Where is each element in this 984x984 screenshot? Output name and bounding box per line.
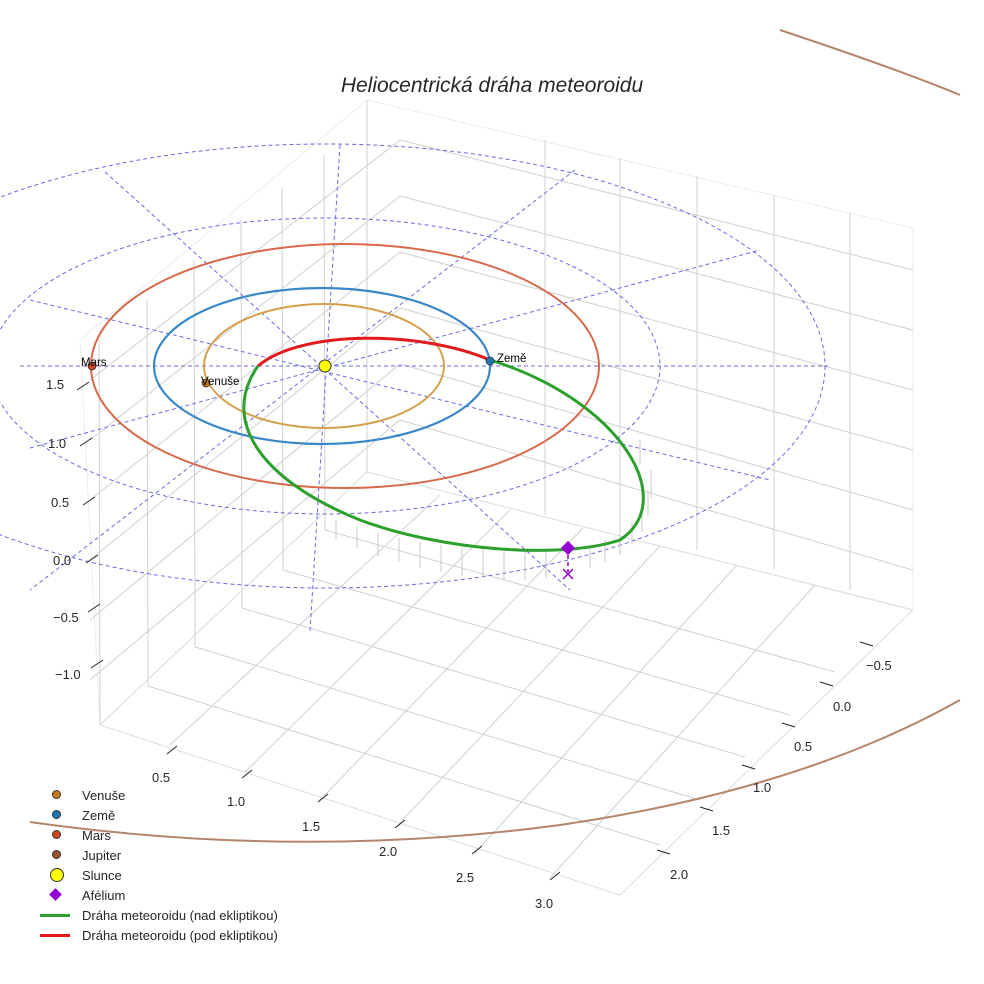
y-tick-label: 0.5	[794, 739, 812, 754]
earth-orbit	[152, 286, 492, 446]
y-tick-label: 1.0	[753, 780, 771, 795]
x-tick-label: 2.0	[379, 844, 397, 859]
legend-item-sun[interactable]: Slunce	[38, 865, 278, 885]
z-axis	[76, 381, 104, 669]
x-tick-label: 1.0	[227, 794, 245, 809]
x-tick-label: 3.0	[535, 896, 553, 911]
venus-marker[interactable]	[201, 378, 211, 388]
chart-title: Heliocentrická dráha meteoroidu	[340, 74, 644, 97]
y-tick-label: 1.5	[712, 823, 730, 838]
z-tick-label: 1.0	[48, 436, 66, 451]
meteoroid-path-below	[257, 336, 491, 368]
y-axis	[656, 641, 874, 855]
venus-orbit	[203, 303, 445, 429]
meteoroid-projection-lines	[335, 440, 652, 580]
legend: Venuše Země Mars Jupiter Slunce Afélium …	[38, 785, 278, 945]
x-tick-label: 0.5	[152, 770, 170, 785]
z-tick-label: −0.5	[53, 610, 79, 625]
legend-item-path-below[interactable]: Dráha meteoroidu (pod ekliptikou)	[38, 925, 278, 945]
legend-item-aphelion[interactable]: Afélium	[38, 885, 278, 905]
aphelion-projection-x-icon	[562, 568, 574, 580]
legend-item-earth[interactable]: Země	[38, 805, 278, 825]
legend-label: Slunce	[82, 867, 122, 883]
legend-label: Země	[82, 807, 116, 823]
z-tick-label: 0.5	[51, 495, 69, 510]
x-tick-label: 2.5	[456, 870, 474, 885]
legend-label: Dráha meteoroidu (nad ekliptikou)	[82, 907, 278, 923]
legend-item-path-above[interactable]: Dráha meteoroidu (nad ekliptikou)	[38, 905, 278, 925]
mars-label: Mars	[81, 357, 107, 369]
earth-marker[interactable]	[485, 356, 495, 366]
aphelion-marker[interactable]	[560, 540, 576, 556]
z-tick-label: 1.5	[46, 377, 64, 392]
grid-panes	[79, 99, 914, 896]
green-line-icon	[40, 914, 70, 917]
ecliptic-reference-grid	[0, 143, 828, 633]
meteoroid-path-above	[242, 358, 645, 552]
mars-marker[interactable]	[87, 361, 97, 371]
y-tick-label: −0.5	[866, 658, 892, 673]
legend-item-mars[interactable]: Mars	[38, 825, 278, 845]
aphelion-diamond-icon	[49, 888, 62, 901]
legend-item-jupiter[interactable]: Jupiter	[38, 845, 278, 865]
jupiter-orbit	[779, 29, 961, 96]
sun-marker[interactable]	[318, 359, 332, 373]
venus-dot-icon	[52, 790, 61, 799]
legend-item-venus[interactable]: Venuše	[38, 785, 278, 805]
z-tick-label: 0.0	[53, 553, 71, 568]
legend-label: Dráha meteoroidu (pod ekliptikou)	[82, 927, 278, 943]
venus-label: Venuše	[201, 376, 239, 388]
legend-label: Mars	[82, 827, 111, 843]
jupiter-dot-icon	[52, 850, 61, 859]
x-axis	[166, 745, 561, 881]
red-line-icon	[40, 934, 70, 937]
sun-dot-icon	[50, 868, 64, 882]
earth-dot-icon	[52, 810, 61, 819]
y-tick-label: 2.0	[670, 867, 688, 882]
z-tick-label: −1.0	[55, 667, 81, 682]
legend-label: Afélium	[82, 887, 126, 903]
x-tick-label: 1.5	[302, 819, 320, 834]
y-tick-label: 0.0	[833, 699, 851, 714]
legend-label: Jupiter	[82, 847, 122, 863]
mars-dot-icon	[52, 830, 61, 839]
jupiter-orbit-lower	[29, 699, 961, 843]
earth-label: Země	[497, 353, 526, 365]
legend-label: Venuše	[82, 787, 126, 803]
